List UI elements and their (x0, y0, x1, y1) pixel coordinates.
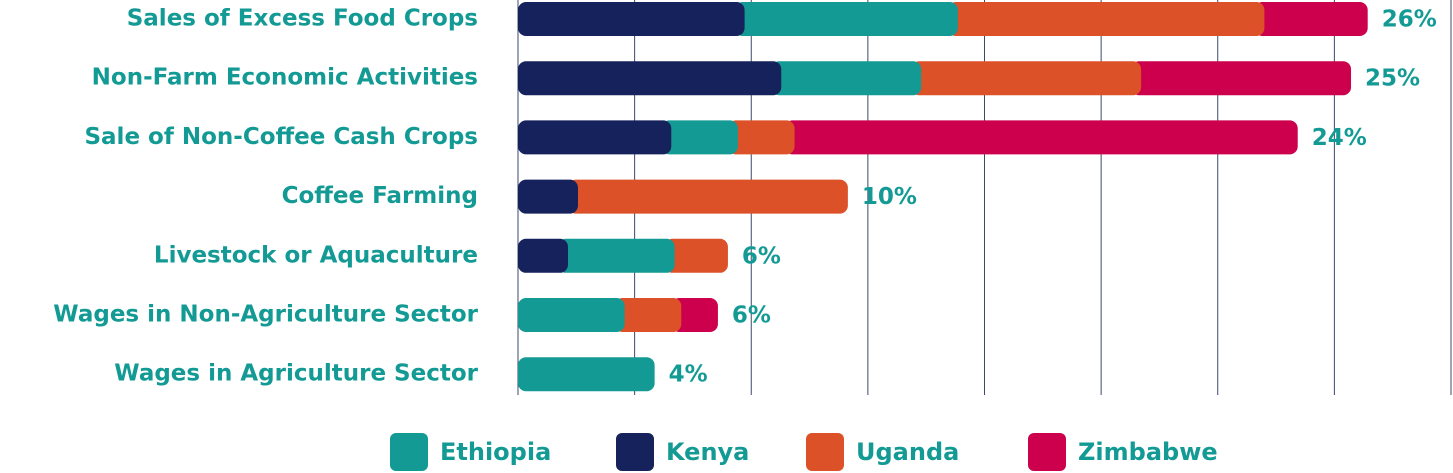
legend-swatch (806, 433, 844, 471)
legend-swatch (616, 433, 654, 471)
bar-segment (614, 298, 682, 332)
bar-segment (557, 238, 675, 273)
bar-segment (518, 179, 578, 214)
total-label: 24% (1312, 125, 1367, 151)
category-label: Livestock or Aquaculture (154, 242, 478, 268)
bar-segment (664, 238, 728, 273)
total-label: 6% (732, 303, 771, 329)
bar-segment (784, 120, 1298, 155)
bar-segment (661, 120, 738, 155)
bar-segment (1254, 2, 1368, 36)
bar-segment (911, 61, 1142, 96)
bar-segment (734, 2, 958, 36)
legend-swatch (390, 433, 428, 471)
bar-segment (518, 2, 745, 36)
total-label: 25% (1365, 66, 1420, 92)
total-label: 4% (669, 362, 708, 388)
category-label: Wages in Non-Agriculture Sector (53, 302, 478, 328)
bar-segment (518, 238, 568, 273)
category-label: Sale of Non-Coffee Cash Crops (84, 124, 478, 150)
bar-segment (671, 298, 718, 332)
bar-segment (518, 357, 655, 392)
bar-segment (518, 61, 782, 96)
bar-segment (567, 179, 848, 214)
total-label: 26% (1382, 7, 1437, 33)
bar-segment (727, 120, 795, 155)
category-label: Non-Farm Economic Activities (92, 65, 478, 91)
category-label: Coffee Farming (282, 183, 478, 209)
bar-segment (1131, 61, 1352, 96)
total-label: 6% (742, 243, 781, 269)
bar-segment (518, 298, 625, 332)
legend-swatch (1028, 433, 1066, 471)
legend-label: Zimbabwe (1078, 438, 1218, 466)
bar-segment (771, 61, 922, 96)
category-label: Sales of Excess Food Crops (127, 6, 478, 32)
legend-label: Kenya (666, 438, 749, 466)
bar-segment (518, 120, 672, 155)
bar-segment (947, 2, 1265, 36)
legend-label: Uganda (856, 438, 959, 466)
legend-label: Ethiopia (440, 438, 551, 466)
category-label: Wages in Agriculture Sector (114, 361, 478, 387)
total-label: 10% (862, 184, 917, 210)
